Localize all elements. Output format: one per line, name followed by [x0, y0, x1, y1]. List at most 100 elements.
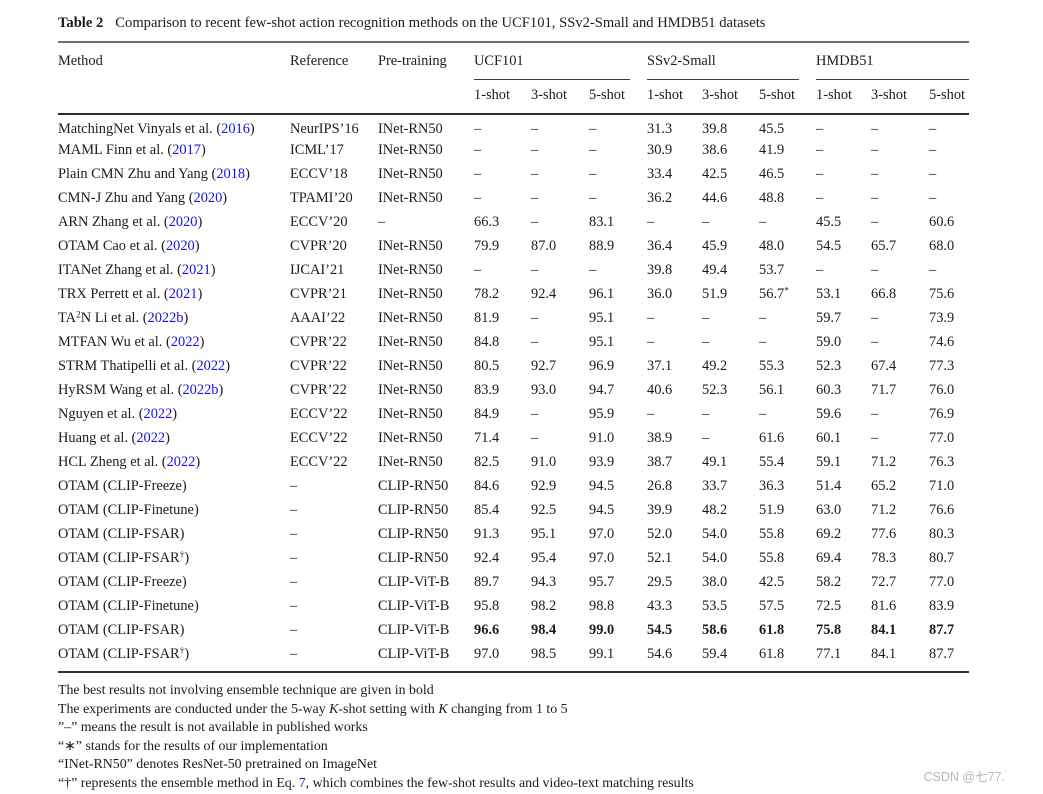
reference-cell: – [290, 525, 298, 542]
value-cell: 65.2 [871, 477, 897, 494]
citation-link[interactable]: 2022 [166, 453, 196, 470]
value-cell: 54.5 [816, 237, 842, 254]
citation-link[interactable]: 2020 [168, 213, 198, 230]
value-cell: – [647, 405, 655, 422]
shot-column-header: 3-shot [531, 80, 589, 115]
text-segment: -shot setting with [338, 701, 439, 717]
value-cell: 54.5 [647, 621, 673, 638]
value-cell: 33.7 [702, 477, 728, 494]
table-row: ARN Zhang et al. (2020) ECCV’20–66.3–83.1… [58, 210, 969, 234]
pretraining-cell: INet-RN50 [378, 333, 443, 350]
value-cell: – [647, 309, 655, 326]
citation-link[interactable]: 2017 [172, 141, 201, 158]
method-cell: OTAM (CLIP-Finetune) [58, 594, 290, 618]
text-segment: N Li et al. ( [80, 309, 148, 326]
citation-link[interactable]: 2020 [165, 237, 195, 254]
value-cell: – [531, 189, 539, 206]
pretraining-cell: INet-RN50 [378, 237, 443, 254]
value-cell: – [929, 120, 937, 137]
table-row: OTAM (CLIP-Finetune) – CLIP-ViT-B 95.8 98.2 9… [58, 594, 969, 618]
value-cell: 38.7 [647, 453, 673, 470]
citation-link[interactable]: 2022 [136, 429, 166, 446]
value-cell: 51.9 [759, 501, 785, 518]
value-cell: 60.1 [816, 429, 842, 446]
reference-cell: CVPR’20 [290, 237, 347, 254]
value-cell: 77.3 [929, 357, 955, 374]
pretraining-cell: CLIP-RN50 [378, 501, 449, 518]
citation-link[interactable]: 2022 [170, 333, 200, 350]
method-cell: HCL Zheng et al. (2022) [58, 450, 290, 474]
citation-link[interactable]: 2021 [168, 285, 198, 302]
value-cell: – [871, 165, 879, 182]
dataset-group-header: SSv2-Small [647, 43, 816, 80]
citation-link[interactable]: 2022b [182, 381, 219, 398]
value-cell: 91.0 [531, 453, 557, 470]
citation-link[interactable]: 2022b [147, 309, 184, 326]
value-cell: 98.4 [531, 621, 557, 638]
table-row: OTAM (CLIP-Finetune) – CLIP-RN50 85.4 92.5 94… [58, 498, 969, 522]
pretraining-cell: INet-RN50 [378, 165, 443, 182]
value-cell: – [871, 309, 879, 326]
value-cell: 75.8 [816, 621, 842, 638]
value-cell: 48.0 [759, 237, 785, 254]
citation-link[interactable]: 2022 [196, 357, 226, 374]
value-cell: – [816, 189, 824, 206]
shot-column-header: 1-shot [816, 80, 872, 115]
value-cell: 95.4 [531, 549, 557, 566]
footnote-line: The best results not involving ensemble … [58, 682, 969, 701]
citation-link[interactable]: 7 [298, 775, 306, 791]
value-cell: 61.8 [759, 645, 785, 662]
reference-cell: AAAI’22 [290, 309, 346, 326]
value-cell: 59.1 [816, 453, 842, 470]
shot-column-header: 1-shot [647, 80, 703, 115]
value-cell: 98.5 [531, 645, 557, 662]
value-cell: 65.7 [871, 237, 897, 254]
value-cell: 94.3 [531, 573, 557, 590]
citation-link[interactable]: 2021 [181, 261, 211, 278]
value-cell: – [816, 120, 824, 137]
method-cell: ITANet Zhang et al. (2021) [58, 258, 290, 282]
reference-cell: CVPR’21 [290, 285, 347, 302]
table-row: OTAM (CLIP-Freeze) – CLIP-RN50 84.6 92.9 94.5… [58, 474, 969, 498]
value-cell: – [474, 261, 482, 278]
table-row: TA2N Li et al. (2022b) AAAI’22 INet-RN50 81… [58, 306, 969, 330]
value-cell: 57.5 [759, 597, 785, 614]
value-cell: – [474, 120, 482, 137]
value-cell: 92.5 [531, 501, 557, 518]
value-cell: – [702, 405, 710, 422]
value-cell: 42.5 [702, 165, 728, 182]
pretraining-cell: CLIP-RN50 [378, 477, 449, 494]
text-segment: ARN Zhang et al. ( [58, 213, 169, 230]
table-row: OTAM (CLIP-FSAR†) – CLIP-RN50 92.4 95.4 97.0 5… [58, 546, 969, 570]
value-cell: 43.3 [647, 597, 673, 614]
table-row: Huang et al. (2022) ECCV’22 INet-RN50 71.4–… [58, 426, 969, 450]
method-cell: OTAM (CLIP-FSAR) [58, 618, 290, 642]
value-cell: – [531, 333, 539, 350]
table-row: CMN-J Zhu and Yang (2020) TPAMI’20 INet-RN… [58, 186, 969, 210]
value-cell: 74.6 [929, 333, 955, 350]
value-cell: 41.9 [759, 141, 785, 158]
value-cell: 52.0 [647, 525, 673, 542]
table-row: OTAM (CLIP-FSAR) – CLIP-ViT-B 96.6 98.4 99.0 5… [58, 618, 969, 642]
text-segment: “†” represents the ensemble method in Eq… [58, 775, 299, 791]
text-segment: The experiments are conducted under the … [58, 701, 330, 717]
citation-link[interactable]: 2020 [193, 189, 223, 206]
citation-link[interactable]: 2016 [221, 120, 250, 137]
value-cell: – [702, 213, 710, 230]
value-cell: 87.7 [929, 621, 955, 638]
text-segment: TRX Perrett et al. ( [58, 285, 169, 302]
citation-link[interactable]: 2022 [143, 405, 173, 422]
value-cell: 92.9 [531, 477, 557, 494]
table-row: ITANet Zhang et al. (2021) IJCAI’21 INet-R… [58, 258, 969, 282]
shot-column-header: 3-shot [702, 80, 760, 115]
reference-cell: – [290, 621, 298, 638]
value-cell: 84.9 [474, 405, 500, 422]
pretraining-cell: INet-RN50 [378, 261, 443, 278]
column-header-method: Method [58, 43, 290, 115]
value-cell: 87.7 [929, 645, 955, 662]
text-segment: TA [58, 309, 77, 326]
table-row: TRX Perrett et al. (2021) CVPR’21 INet-RN5… [58, 282, 969, 306]
citation-link[interactable]: 2018 [216, 165, 246, 182]
value-cell: – [759, 309, 767, 326]
